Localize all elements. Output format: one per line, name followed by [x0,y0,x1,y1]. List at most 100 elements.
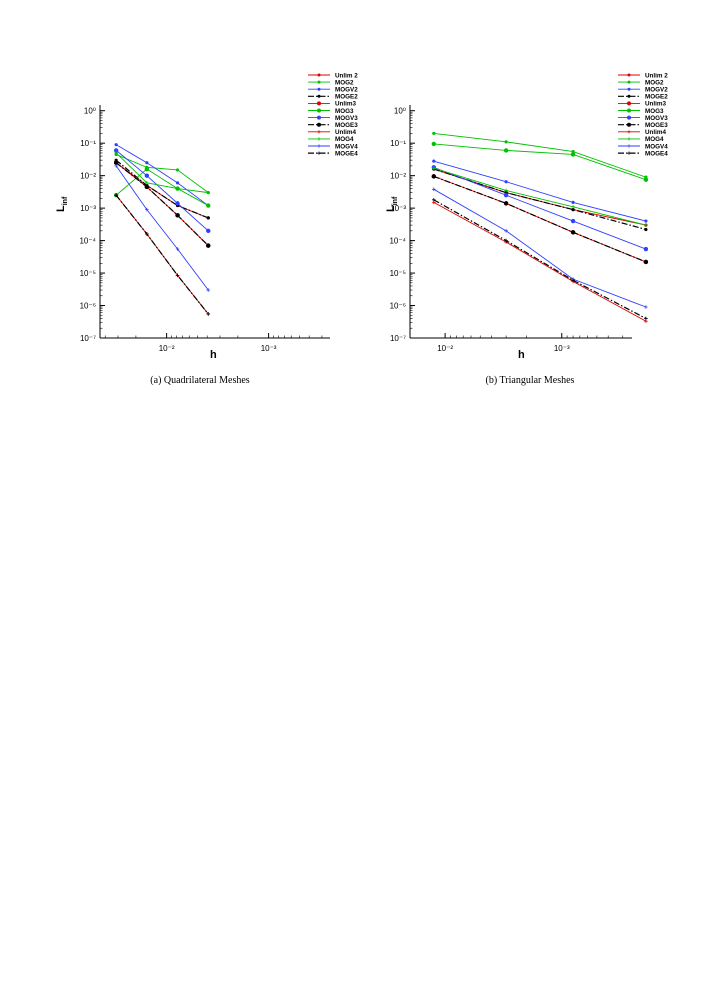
legend-marker [627,101,631,106]
data-point [114,143,118,147]
caption-triangular: (b) Triangular Meshes [485,375,575,386]
y-tick-label: 10⁰ [394,107,406,116]
legend-label: MOGV4 [645,143,668,150]
data-point [504,229,508,233]
legend-marker [627,130,631,134]
y-tick-label: 10⁻² [390,172,406,181]
legend-marker [317,144,321,148]
data-point [503,201,509,206]
legend-marker [627,94,631,98]
series-line-unlim3 [433,175,647,263]
series-line-mogv3 [433,166,647,250]
legend-label: MOGE2 [645,94,668,101]
legend-label: MOGE4 [645,150,668,157]
y-axis-label-sub: inf [392,196,400,206]
series-line-unlim4 [433,202,647,322]
data-point [571,278,575,283]
y-axis-label: Linf [55,197,69,212]
data-point [144,166,150,172]
data-point [145,207,149,212]
legend-marker [627,87,631,91]
legend-label: MOGV3 [645,115,668,122]
data-point [145,181,149,185]
legend-marker [627,108,631,113]
data-point [644,305,648,309]
data-point [206,216,210,220]
legend-label: MOG4 [335,136,354,143]
series-line-unlim3 [115,162,209,246]
data-point [504,140,508,144]
legend-marker [317,80,321,84]
data-point [431,174,437,179]
legend-label: Unlim 2 [335,72,358,79]
legend-label: Unlim4 [335,129,356,136]
y-tick-label: 10⁻⁵ [390,269,406,278]
series-line-moge3 [115,162,209,247]
data-point [175,168,180,172]
data-point [432,166,436,170]
data-point [175,213,180,218]
legend-marker [627,73,631,77]
data-point [175,273,180,278]
legend-label: Unlim4 [645,129,666,136]
series-line-mog4 [115,152,209,194]
x-tick-label: 10⁻² [159,344,175,353]
y-tick-label: 10⁻⁷ [390,334,406,343]
legend-marker [627,151,631,155]
legend-label: MOG3 [645,108,664,115]
y-tick-label: 10⁻¹ [390,139,406,148]
legend-marker [317,94,321,98]
y-tick-label: 10⁻² [80,172,96,181]
data-point [206,203,211,208]
legend-label: MOGE4 [335,150,358,157]
data-point [114,164,118,168]
legend-label: Unlim 2 [645,72,668,79]
data-point [571,204,575,209]
caption-quadrilateral: (a) Quadrilateral Meshes [150,375,250,386]
legend-label: MOG3 [335,108,354,115]
data-point [432,187,436,192]
legend-marker [317,115,321,120]
legend-label: MOGV4 [335,143,358,150]
data-point [206,312,211,316]
y-tick-label: 10⁻⁶ [80,302,96,311]
series-line-mog3 [433,143,647,181]
data-point [432,159,436,163]
series-line-mogv4 [433,188,647,308]
series-line-moge2 [115,159,209,219]
legend-label: MOGV2 [645,87,668,94]
legend-label: MOGE3 [645,122,668,129]
series-line-mog3 [115,168,209,206]
data-point [206,228,211,234]
legend-marker [627,80,631,84]
x-tick-label: 10⁻³ [554,344,570,353]
y-axis-label-main: L [55,205,67,212]
y-axis-label: Linf [385,197,399,212]
data-point [145,232,149,236]
y-tick-label: 10⁻⁵ [80,269,96,278]
series-line-unlim2 [115,162,209,219]
data-point [570,230,576,235]
legend-label: MOGV3 [335,115,358,122]
series-line-mog2 [115,154,209,193]
y-tick-label: 10⁻⁴ [389,237,406,246]
y-tick-label: 10⁻⁴ [79,237,96,246]
x-axis-label: h [518,349,525,361]
data-point [113,160,119,165]
x-tick-label: 10⁻³ [261,344,277,353]
y-tick-label: 10⁻³ [390,204,406,213]
data-point [145,161,149,165]
series-line-mog2 [433,132,647,178]
y-tick-label: 10⁻⁶ [390,302,406,311]
legend-marker [317,137,321,141]
chart-panel-quadrilateral: 10⁰ 10⁻¹ 10⁻² 10⁻³ 10⁻⁴ 10⁻⁵ 10⁻⁶ 10⁻⁷ 10⁻² 10⁻³ U… [30,60,370,400]
data-point [503,148,509,153]
data-point [643,259,649,265]
data-point [206,243,211,248]
series-line-mog4 [433,167,647,226]
series-line-moge3 [433,175,647,263]
y-axis-label-sub: inf [62,196,70,206]
legend-label: MOG2 [645,79,664,86]
legend-label: Unlim3 [645,101,666,108]
x-tick-label: 10⁻² [437,344,453,353]
